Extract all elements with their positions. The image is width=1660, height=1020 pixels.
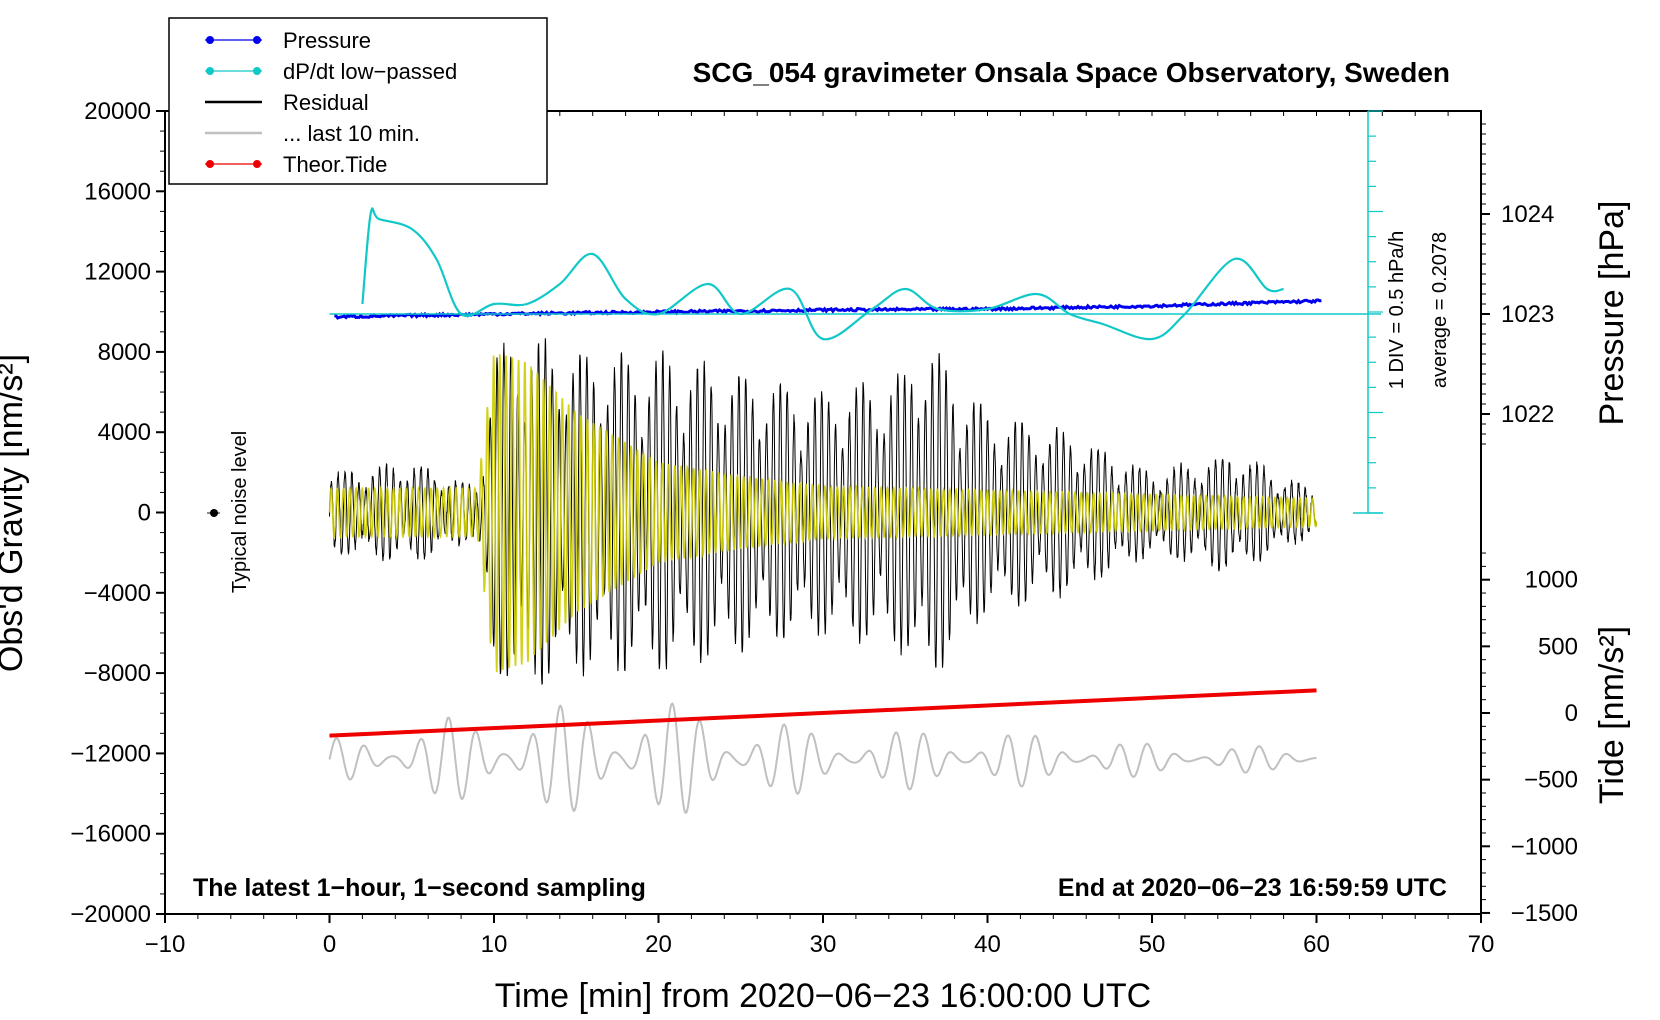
x-axis-title: Time [min] from 2020−06−23 16:00:00 UTC (495, 977, 1151, 1015)
y-tick-label: 8000 (98, 339, 151, 366)
legend-label: Residual (283, 90, 369, 115)
y-tick-label: −16000 (70, 821, 151, 848)
legend-label: ... last 10 min. (283, 121, 420, 146)
noise-level-label: Typical noise level (229, 431, 251, 593)
x-tick-label: 10 (481, 931, 508, 958)
y-tick-label: −20000 (70, 901, 151, 928)
y-tick-label: −12000 (70, 740, 151, 767)
y-tick-label: 20000 (84, 98, 151, 125)
chart-title: SCG_054 gravimeter Onsala Space Observat… (693, 57, 1450, 88)
y-axis-title-left: Obs'd Gravity [nm/s²] (0, 354, 30, 672)
data-series (328, 207, 1322, 815)
legend-marker (206, 67, 214, 75)
x-tick-label: 0 (323, 931, 336, 958)
tick-marks: −10 0 10 20 30 40 50 60 70 20000 16000 12000 8000 400… (70, 98, 1578, 958)
legend-label: dP/dt low−passed (283, 59, 457, 84)
x-tick-label: 50 (1139, 931, 1166, 958)
y-tick-label: 12000 (84, 259, 151, 286)
pressure-rate-scale (329, 110, 1383, 514)
y-tick-label: −4000 (84, 580, 151, 607)
legend-marker (253, 36, 261, 44)
tide-tick-label: −500 (1524, 767, 1578, 794)
x-tick-label: 60 (1303, 931, 1330, 958)
tide-tick-label: −1500 (1511, 900, 1578, 927)
legend-label: Pressure (283, 28, 371, 53)
legend-marker (206, 36, 214, 44)
series-residual (329, 338, 1317, 685)
y-tick-label: 0 (138, 500, 151, 527)
series-theor-tide (329, 688, 1317, 738)
y-axis-title-tide: Tide [nm/s²] (1593, 626, 1631, 804)
pressure-tick-label: 1022 (1501, 401, 1554, 428)
pressure-tick-label: 1023 (1501, 301, 1554, 328)
end-time-note: End at 2020−06−23 16:59:59 UTC (1058, 874, 1447, 902)
x-tick-label: 20 (645, 931, 672, 958)
legend-marker (253, 160, 261, 168)
legend: Pressure dP/dt low−passed Residual ... last… (168, 17, 548, 185)
pressure-tick-label: 1024 (1501, 201, 1554, 228)
series-dpdt (361, 207, 1284, 341)
legend-marker (253, 67, 261, 75)
x-tick-label: 40 (974, 931, 1001, 958)
x-tick-label: 70 (1468, 931, 1495, 958)
y-tick-label: 4000 (98, 419, 151, 446)
tide-tick-label: 500 (1538, 633, 1578, 660)
tide-tick-label: 0 (1565, 700, 1578, 727)
average-label: average = 0.2078 (1429, 232, 1451, 388)
legend-label: Theor.Tide (283, 152, 387, 177)
sampling-note: The latest 1−hour, 1−second sampling (193, 874, 646, 902)
tide-tick-label: −1000 (1511, 833, 1578, 860)
series-filtered-residual (328, 354, 1318, 673)
x-tick-label: 30 (810, 931, 837, 958)
x-tick-label: −10 (145, 931, 186, 958)
noise-level-dot (210, 509, 218, 517)
tide-tick-label: 1000 (1525, 567, 1578, 594)
series-last-10-min (328, 702, 1317, 815)
y-axis-title-pressure: Pressure [hPa] (1593, 201, 1631, 426)
y-tick-label: −8000 (84, 660, 151, 687)
legend-marker (206, 160, 214, 168)
y-tick-label: 16000 (84, 178, 151, 205)
div-scale-label: 1 DIV = 0.5 hPa/h (1386, 231, 1408, 389)
